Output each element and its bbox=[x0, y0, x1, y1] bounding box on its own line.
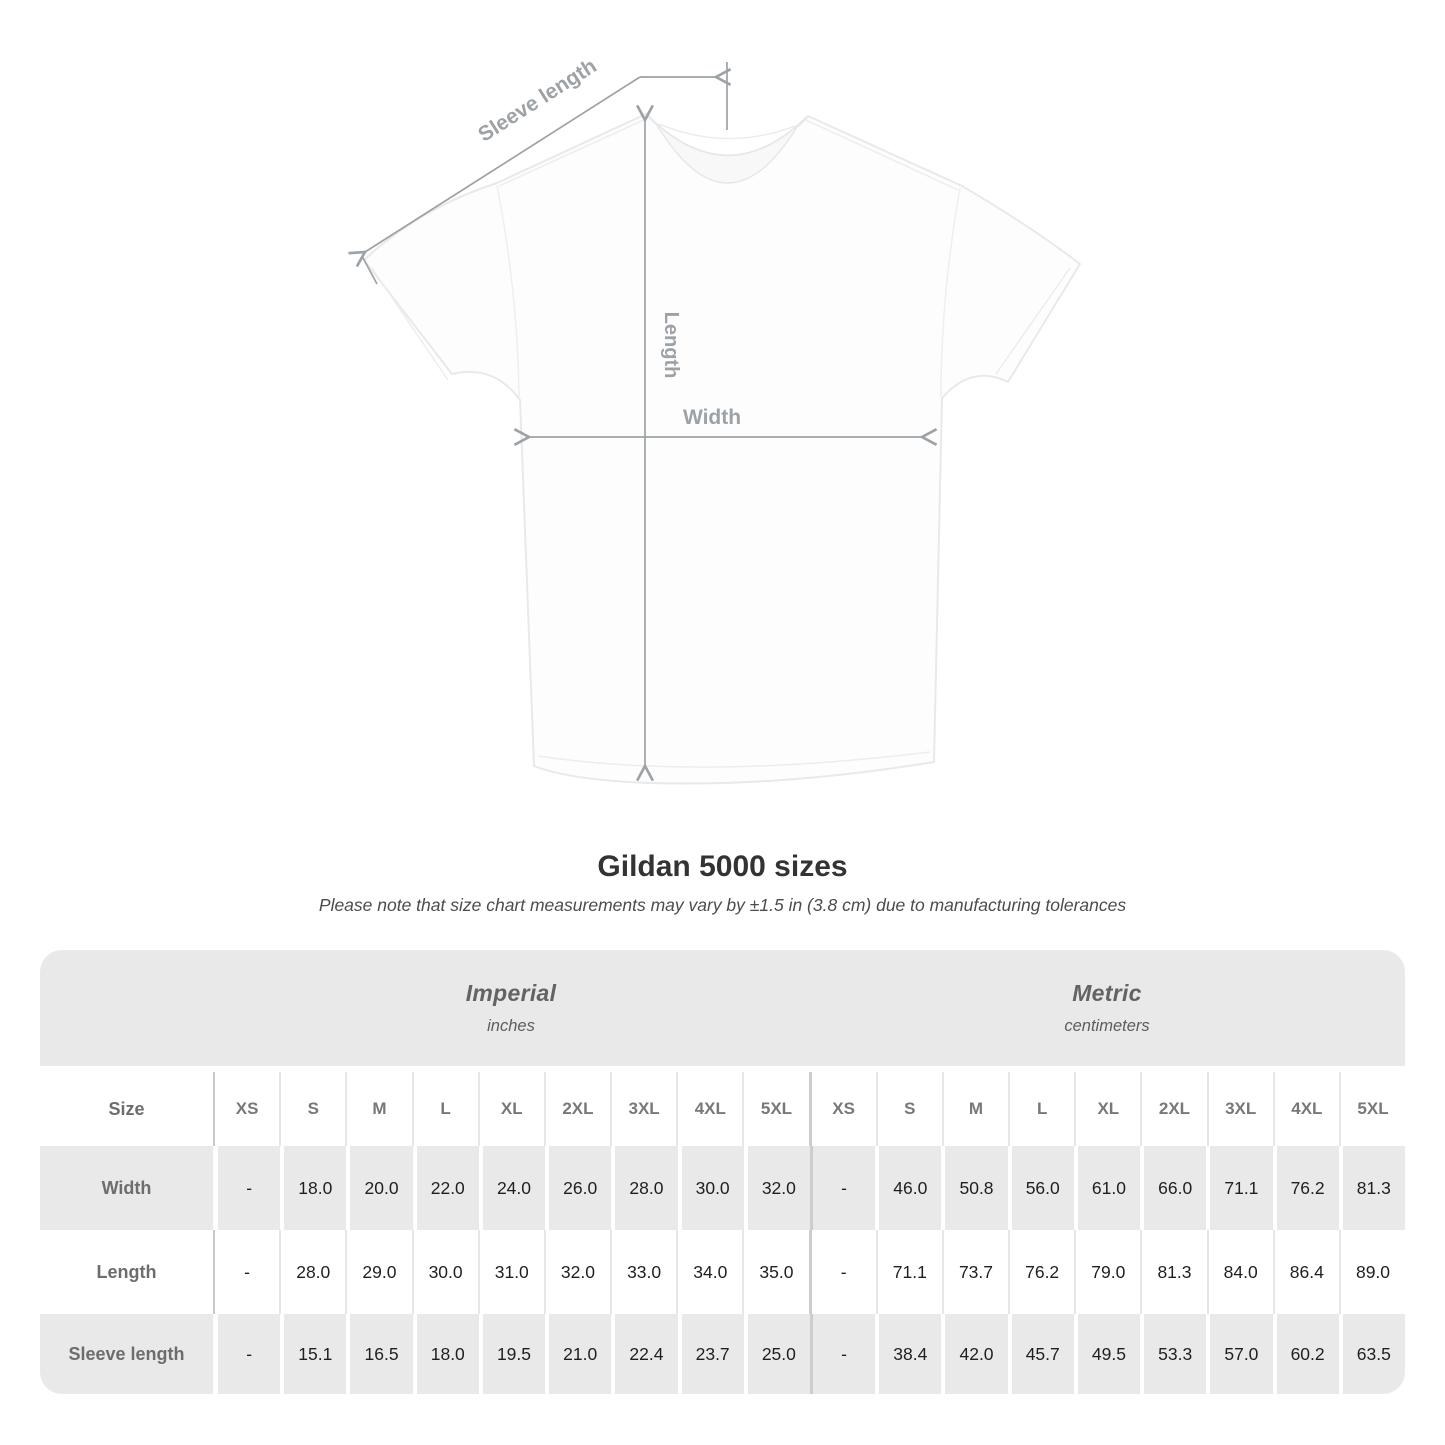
measurement-cell: 60.2 bbox=[1272, 1314, 1339, 1394]
size-column-header: 4XL bbox=[676, 1072, 742, 1146]
measurement-cell: 66.0 bbox=[1140, 1146, 1206, 1230]
size-column-header: L bbox=[1008, 1072, 1074, 1146]
table-row: Sleeve length -15.1 16.5 18.0 19.5 21.0 22.4 23… bbox=[40, 1314, 1405, 1394]
measurement-cell: 28.0 bbox=[279, 1230, 345, 1314]
row-label: Width bbox=[101, 1177, 152, 1198]
measurement-cell: 45.7 bbox=[1007, 1314, 1074, 1394]
table-row: Width -18.0 20.0 22.0 24.0 26.0 28.0 30.0 32.0-4… bbox=[40, 1146, 1405, 1230]
imperial-section-header: Imperial inches bbox=[40, 950, 809, 1066]
measurement-cell: 57.0 bbox=[1206, 1314, 1272, 1394]
measurement-cell: - bbox=[808, 1230, 876, 1314]
measurement-cell: 73.7 bbox=[941, 1230, 1008, 1314]
measurement-cell: 76.2 bbox=[1008, 1230, 1074, 1314]
size-column-header: 3XL bbox=[1206, 1072, 1273, 1146]
measurement-cell: 89.0 bbox=[1338, 1230, 1405, 1314]
page-title: Gildan 5000 sizes bbox=[597, 850, 848, 883]
measurement-cell: 32.0 bbox=[543, 1230, 610, 1314]
table-body: Width -18.0 20.0 22.0 24.0 26.0 28.0 30.0 32.0-4… bbox=[40, 1146, 1405, 1394]
measurement-cell: - bbox=[809, 1314, 875, 1394]
table-row: Length -28.0 29.0 30.0 31.0 32.0 33.0 34.0 35.0-… bbox=[40, 1230, 1405, 1314]
measurement-cell: 18.0 bbox=[280, 1146, 346, 1230]
metric-unit: centimeters bbox=[1064, 1017, 1150, 1035]
measurement-cell: 81.3 bbox=[1140, 1230, 1206, 1314]
imperial-unit: inches bbox=[487, 1017, 535, 1035]
measurement-cell: 38.4 bbox=[875, 1314, 941, 1394]
measurement-cell: - bbox=[213, 1146, 280, 1230]
measurement-cell: 22.4 bbox=[611, 1314, 677, 1394]
measurement-cell: - bbox=[213, 1230, 279, 1314]
width-label: Width bbox=[683, 406, 741, 429]
size-column-header: S bbox=[279, 1072, 345, 1146]
size-column-header: M bbox=[941, 1072, 1008, 1146]
measurement-cell: - bbox=[809, 1146, 875, 1230]
measurement-cell: 63.5 bbox=[1338, 1314, 1405, 1394]
size-column-header: 2XL bbox=[1140, 1072, 1206, 1146]
measurement-cell: 61.0 bbox=[1073, 1146, 1140, 1230]
size-header-row: Size XS S M L XL 2XL 3XL 4XL 5XL XS S M L XL 2XL 3XL 4XL… bbox=[40, 1072, 1405, 1146]
sleeve-length-label: Sleeve length bbox=[474, 54, 601, 146]
page-subtitle: Please note that size chart measurements… bbox=[318, 895, 1127, 915]
size-column-header: M bbox=[345, 1072, 411, 1146]
sleeve-length-arrow bbox=[348, 67, 732, 285]
measurement-cell: 71.1 bbox=[875, 1230, 942, 1314]
measurement-cell: 42.0 bbox=[941, 1314, 1007, 1394]
measurement-cell: 50.8 bbox=[941, 1146, 1007, 1230]
measurement-cell: 30.0 bbox=[677, 1146, 744, 1230]
metric-section-header: Metric centimeters bbox=[809, 950, 1405, 1066]
measurement-cell: 81.3 bbox=[1338, 1146, 1405, 1230]
measurement-cell: 20.0 bbox=[346, 1146, 412, 1230]
measurement-cell: 19.5 bbox=[478, 1314, 545, 1394]
measurement-cell: 71.1 bbox=[1206, 1146, 1272, 1230]
measurement-cell: 46.0 bbox=[875, 1146, 941, 1230]
measurement-cell: 79.0 bbox=[1074, 1230, 1140, 1314]
measurement-cell: 15.1 bbox=[280, 1314, 346, 1394]
size-column-header: XS bbox=[808, 1072, 876, 1146]
measurement-cell: 49.5 bbox=[1073, 1314, 1140, 1394]
measurement-cell: 33.0 bbox=[610, 1230, 676, 1314]
measurement-cell: 29.0 bbox=[345, 1230, 411, 1314]
tshirt-illustration bbox=[363, 113, 1081, 785]
size-column-header: 4XL bbox=[1272, 1072, 1339, 1146]
metric-label: Metric bbox=[1072, 980, 1142, 1006]
measurement-cell: 76.2 bbox=[1272, 1146, 1339, 1230]
measurement-cell: 23.7 bbox=[677, 1314, 744, 1394]
measurement-cell: 25.0 bbox=[743, 1314, 810, 1394]
length-label: Length bbox=[660, 312, 682, 379]
tshirt-diagram: Sleeve length Length Width bbox=[348, 54, 1081, 785]
measurement-cell: - bbox=[213, 1314, 280, 1394]
measurement-cell: 31.0 bbox=[477, 1230, 544, 1314]
measurement-cell: 28.0 bbox=[611, 1146, 677, 1230]
measurement-cell: 34.0 bbox=[676, 1230, 742, 1314]
measurement-cell: 56.0 bbox=[1007, 1146, 1074, 1230]
measurement-cell: 84.0 bbox=[1206, 1230, 1273, 1314]
imperial-label: Imperial bbox=[465, 980, 557, 1006]
measurement-cell: 16.5 bbox=[346, 1314, 412, 1394]
measurement-cell: 21.0 bbox=[545, 1314, 611, 1394]
row-label: Sleeve length bbox=[68, 1343, 185, 1364]
measurement-cell: 32.0 bbox=[743, 1146, 810, 1230]
unit-header-band: Imperial inches Metric centimeters bbox=[40, 950, 1405, 1066]
measurement-cell: 53.3 bbox=[1140, 1314, 1206, 1394]
measurement-cell: 86.4 bbox=[1272, 1230, 1339, 1314]
measurement-cell: 18.0 bbox=[412, 1314, 479, 1394]
measurement-cell: 26.0 bbox=[545, 1146, 611, 1230]
measurement-cell: 24.0 bbox=[478, 1146, 545, 1230]
size-column-header: 3XL bbox=[610, 1072, 676, 1146]
size-column-header: XL bbox=[477, 1072, 544, 1146]
tshirt-diagram-svg: Sleeve length Length Width bbox=[348, 54, 1081, 785]
size-column-header: 5XL bbox=[742, 1072, 808, 1146]
size-column-header: L bbox=[411, 1072, 478, 1146]
measurement-cell: 35.0 bbox=[742, 1230, 808, 1314]
measurement-cell: 30.0 bbox=[411, 1230, 478, 1314]
size-column-header: 2XL bbox=[543, 1072, 610, 1146]
size-column-header: S bbox=[875, 1072, 942, 1146]
size-column-header: XL bbox=[1074, 1072, 1140, 1146]
size-column-header: XS bbox=[213, 1072, 279, 1146]
size-header-label: Size bbox=[108, 1098, 145, 1119]
row-label: Length bbox=[96, 1261, 157, 1282]
size-table: Imperial inches Metric centimeters Size … bbox=[40, 950, 1405, 1394]
size-column-header: 5XL bbox=[1338, 1072, 1405, 1146]
measurement-cell: 22.0 bbox=[412, 1146, 479, 1230]
